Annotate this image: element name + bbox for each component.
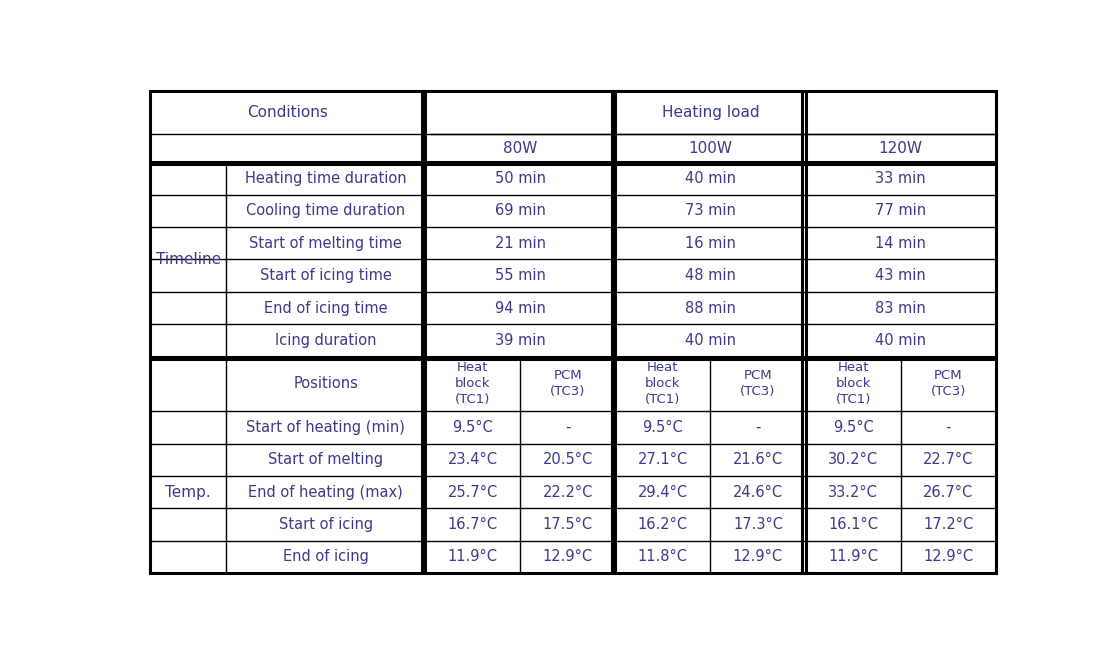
- Text: 26.7°C: 26.7°C: [923, 485, 974, 500]
- Text: End of icing: End of icing: [283, 549, 369, 564]
- Text: 11.9°C: 11.9°C: [447, 549, 498, 564]
- Text: Start of melting time: Start of melting time: [249, 236, 402, 250]
- Text: 27.1°C: 27.1°C: [637, 453, 688, 467]
- Text: 22.7°C: 22.7°C: [923, 453, 974, 467]
- Text: Heating load: Heating load: [662, 105, 759, 120]
- Text: Heat
block
(TC1): Heat block (TC1): [455, 362, 491, 406]
- Text: 94 min: 94 min: [494, 300, 546, 315]
- Text: 22.2°C: 22.2°C: [542, 485, 593, 500]
- Text: PCM
(TC3): PCM (TC3): [550, 370, 586, 398]
- Text: 9.5°C: 9.5°C: [643, 420, 683, 435]
- Text: 24.6°C: 24.6°C: [733, 485, 783, 500]
- Text: 11.9°C: 11.9°C: [828, 549, 878, 564]
- Text: PCM
(TC3): PCM (TC3): [930, 370, 966, 398]
- Text: 48 min: 48 min: [685, 268, 736, 283]
- Text: 77 min: 77 min: [875, 203, 926, 218]
- Text: Temp.: Temp.: [165, 485, 211, 500]
- Text: 16.7°C: 16.7°C: [447, 517, 498, 532]
- Text: 33.2°C: 33.2°C: [828, 485, 878, 500]
- Text: Heat
block
(TC1): Heat block (TC1): [645, 362, 681, 406]
- Text: 39 min: 39 min: [495, 333, 546, 348]
- Text: 83 min: 83 min: [875, 300, 926, 315]
- Text: 69 min: 69 min: [494, 203, 546, 218]
- Text: 21.6°C: 21.6°C: [733, 453, 783, 467]
- Text: 30.2°C: 30.2°C: [828, 453, 878, 467]
- Text: 16 min: 16 min: [685, 236, 736, 250]
- Text: 12.9°C: 12.9°C: [733, 549, 783, 564]
- Text: Positions: Positions: [293, 377, 358, 391]
- Text: 16.2°C: 16.2°C: [637, 517, 688, 532]
- Text: 12.9°C: 12.9°C: [923, 549, 974, 564]
- Text: 25.7°C: 25.7°C: [447, 485, 498, 500]
- Text: 50 min: 50 min: [494, 171, 546, 186]
- Text: -: -: [565, 420, 570, 435]
- Text: Icing duration: Icing duration: [275, 333, 377, 348]
- Text: 40 min: 40 min: [685, 171, 736, 186]
- Text: 12.9°C: 12.9°C: [542, 549, 593, 564]
- Text: 9.5°C: 9.5°C: [452, 420, 493, 435]
- Text: 17.2°C: 17.2°C: [923, 517, 974, 532]
- Text: Start of icing time: Start of icing time: [259, 268, 391, 283]
- Text: 33 min: 33 min: [875, 171, 926, 186]
- Text: -: -: [756, 420, 760, 435]
- Text: Heat
block
(TC1): Heat block (TC1): [835, 362, 871, 406]
- Text: 29.4°C: 29.4°C: [637, 485, 688, 500]
- Text: 23.4°C: 23.4°C: [447, 453, 498, 467]
- Text: Timeline: Timeline: [155, 252, 220, 267]
- Text: 16.1°C: 16.1°C: [828, 517, 878, 532]
- Text: 40 min: 40 min: [685, 333, 736, 348]
- Text: 100W: 100W: [689, 141, 732, 156]
- Text: 21 min: 21 min: [494, 236, 546, 250]
- Text: 9.5°C: 9.5°C: [833, 420, 873, 435]
- Text: Cooling time duration: Cooling time duration: [246, 203, 405, 218]
- Text: 55 min: 55 min: [494, 268, 546, 283]
- Text: 88 min: 88 min: [685, 300, 736, 315]
- Text: 43 min: 43 min: [875, 268, 926, 283]
- Text: 40 min: 40 min: [875, 333, 926, 348]
- Text: Start of melting: Start of melting: [268, 453, 383, 467]
- Text: Start of heating (min): Start of heating (min): [246, 420, 405, 435]
- Text: 11.8°C: 11.8°C: [638, 549, 688, 564]
- Text: 73 min: 73 min: [685, 203, 736, 218]
- Text: 20.5°C: 20.5°C: [542, 453, 593, 467]
- Text: 120W: 120W: [879, 141, 922, 156]
- Text: 17.3°C: 17.3°C: [733, 517, 783, 532]
- Text: Start of icing: Start of icing: [278, 517, 372, 532]
- Text: End of icing time: End of icing time: [264, 300, 388, 315]
- Text: Conditions: Conditions: [247, 105, 328, 120]
- Text: 80W: 80W: [503, 141, 538, 156]
- Text: -: -: [946, 420, 951, 435]
- Text: PCM
(TC3): PCM (TC3): [740, 370, 776, 398]
- Text: 14 min: 14 min: [875, 236, 926, 250]
- Text: End of heating (max): End of heating (max): [248, 485, 402, 500]
- Text: 17.5°C: 17.5°C: [542, 517, 593, 532]
- Text: Heating time duration: Heating time duration: [245, 171, 407, 186]
